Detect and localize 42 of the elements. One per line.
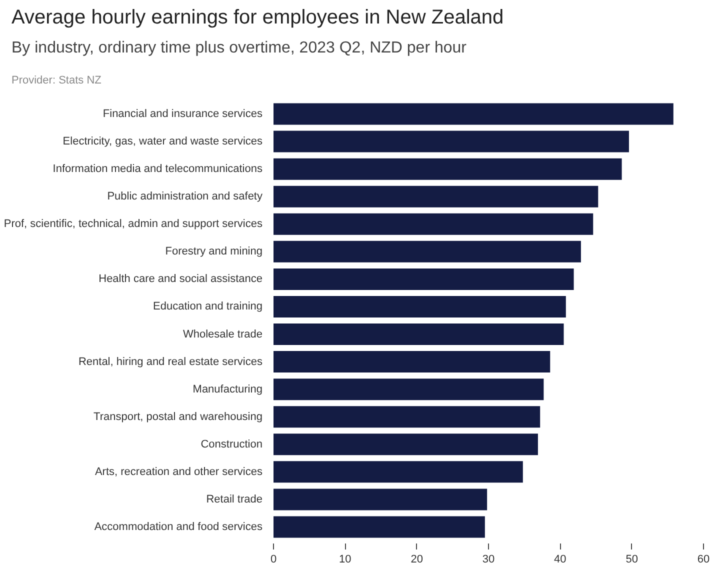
x-tick-label: 50 [626,554,638,566]
bar [274,213,594,235]
y-tick-label: Information media and telecommunications [52,163,263,176]
x-tick-label: 30 [482,554,495,566]
chart-title: Average hourly earnings for employees in New Zealand [12,6,504,28]
bar [274,324,564,345]
y-tick-label: Financial and insurance services [102,108,263,120]
x-tick-label: 20 [410,554,423,566]
chart-subtitle: By industry, ordinary time plus overtime, 2023 Q2, NZD per hour [12,40,468,56]
y-tick-label: Forestry and mining [165,246,263,258]
bar [274,351,550,373]
y-tick-label: Wholesale trade [183,328,263,340]
y-tick-label: Public administration and safety [107,190,263,203]
bar [274,378,544,400]
x-tick-label: 0 [270,554,277,566]
y-tick-label: Accommodation and food services [94,520,263,533]
bar [274,461,523,483]
text: Provider: Stats NZ [12,74,102,86]
y-tick-label: Retail trade [206,493,263,506]
x-tick-label: 40 [554,554,566,566]
bar [274,488,488,510]
bar [274,268,574,290]
bar [274,296,566,318]
bar [274,516,485,538]
y-tick-label: Health care and social assistance [98,273,263,286]
y-tick-label: Prof, scientific, technical, admin and support services [4,218,263,230]
y-tick-label: Construction [200,438,263,450]
y-tick-label: Transport, postal and warehousing [94,410,263,423]
bar [274,186,598,208]
y-tick-label: Manufacturing [192,383,263,396]
bar [274,158,622,180]
bar [274,406,540,428]
x-tick-label: 10 [339,554,352,566]
y-tick-label: Arts, recreation and other services [94,466,263,478]
bar [274,434,538,456]
bar [274,130,629,152]
x-tick-label: 60 [697,554,710,566]
bar [274,103,674,125]
bar [274,240,581,262]
y-tick-label: Education and training [153,300,262,313]
y-tick-label: Electricity, gas, water and waste services [62,136,263,148]
y-tick-label: Rental, hiring and real estate services [78,356,263,368]
